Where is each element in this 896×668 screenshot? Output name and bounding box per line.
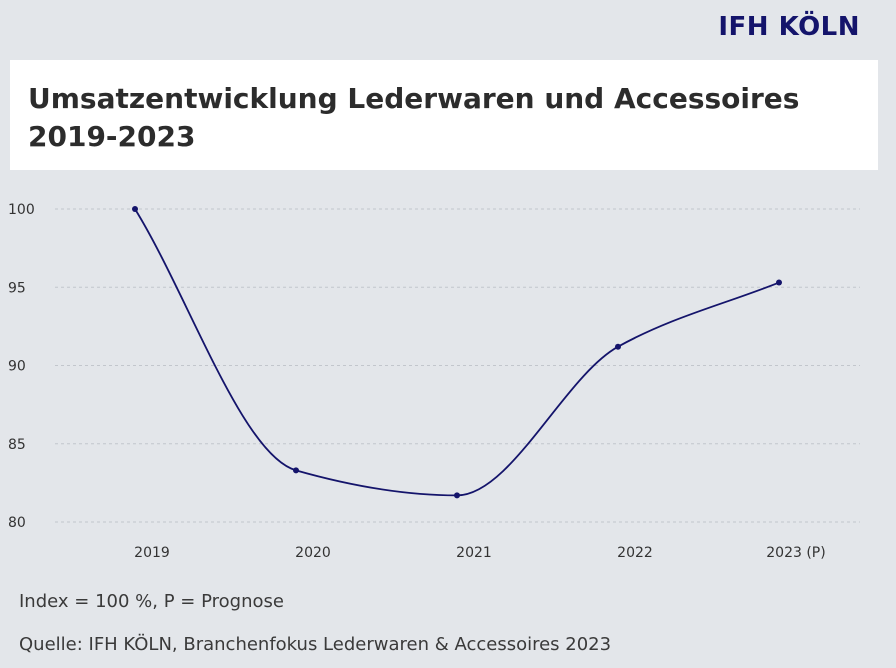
data-point (776, 279, 782, 286)
x-tick-label: 2022 (617, 545, 653, 561)
chart-title: Umsatzentwicklung Lederwaren und Accesso… (28, 82, 800, 153)
source-note: Quelle: IFH KÖLN, Branchenfokus Lederwar… (19, 634, 612, 655)
x-tick-label: 2019 (134, 545, 170, 561)
y-tick-label: 100 (8, 202, 35, 218)
data-point (132, 206, 138, 212)
y-tick-label: 95 (8, 280, 26, 296)
index-note: Index = 100 %, P = Prognose (19, 591, 284, 612)
ifh-koeln-logo: IFH KÖLN (718, 12, 860, 42)
y-tick-label: 90 (8, 359, 26, 375)
y-axis-ticks: 100 95 90 85 80 (8, 202, 35, 531)
y-tick-label: 85 (8, 437, 26, 453)
data-point (293, 467, 299, 474)
x-tick-label: 2021 (456, 545, 492, 561)
series-line (134, 208, 780, 497)
y-tick-label: 80 (8, 515, 26, 531)
line-chart: 100 95 90 85 80 2019 2020 2021 2022 2023 (P) (8, 202, 860, 561)
title-panel: Umsatzentwicklung Lederwaren und Accesso… (10, 60, 878, 170)
x-tick-label: 2020 (295, 545, 331, 561)
x-tick-label: 2023 (P) (766, 545, 825, 561)
gridlines (55, 208, 860, 523)
data-points (132, 206, 782, 499)
data-point (454, 492, 460, 499)
x-axis-ticks: 2019 2020 2021 2022 2023 (P) (134, 545, 826, 561)
data-point (615, 343, 621, 350)
